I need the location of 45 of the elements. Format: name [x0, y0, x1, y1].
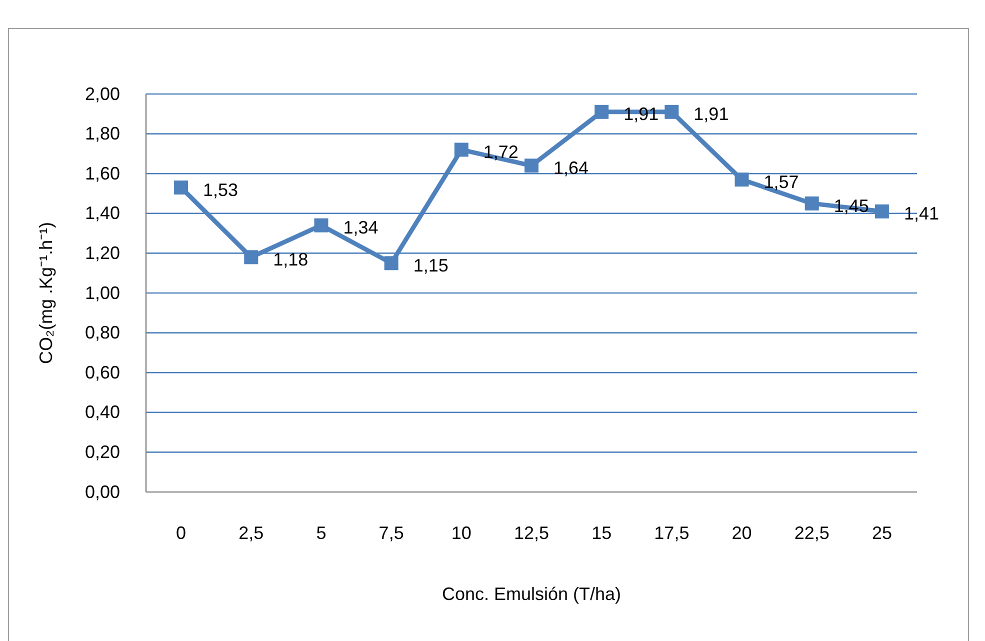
- x-axis-title: Conc. Emulsión (T/ha): [442, 584, 622, 604]
- x-tick-label: 5: [316, 522, 326, 543]
- point: [244, 250, 258, 264]
- y-tick-label: 0,60: [84, 362, 120, 382]
- data-label: 1,53: [203, 180, 238, 200]
- data-label: 1,18: [273, 249, 308, 270]
- x-tick-label: 2,5: [238, 522, 264, 543]
- x-tick-label: 0: [176, 522, 186, 543]
- point: [314, 218, 328, 232]
- y-tick-label: 0,00: [84, 482, 120, 502]
- y-tick-label: 1,40: [84, 203, 120, 224]
- x-tick-label: 20: [732, 522, 752, 543]
- data-label: 1,41: [904, 204, 939, 224]
- point: [874, 204, 889, 218]
- data-label: 1,72: [483, 142, 518, 162]
- data-label: 1,91: [694, 104, 729, 124]
- x-tick-label: 17,5: [654, 522, 690, 543]
- y-tick-label: 0,40: [84, 402, 120, 422]
- y-tick-label: 1,60: [84, 163, 120, 184]
- x-tick-label: 12,5: [514, 522, 550, 543]
- data-label: 1,57: [764, 172, 799, 192]
- point: [174, 180, 188, 195]
- y-axis-title: CO₂(mg .Kg⁻¹.h⁻¹): [36, 222, 56, 364]
- y-tick-label: 0,20: [84, 442, 120, 462]
- point: [664, 104, 679, 119]
- data-label: 1,45: [834, 196, 869, 216]
- x-tick-label: 15: [592, 522, 612, 543]
- x-tick-label: 10: [451, 522, 472, 543]
- data-label: 1,34: [343, 218, 378, 238]
- point: [804, 196, 819, 210]
- y-tick-label: 1,20: [84, 242, 120, 263]
- point: [734, 172, 749, 187]
- x-tick-label: 22,5: [794, 522, 830, 543]
- data-label: 1,64: [554, 158, 589, 178]
- point: [454, 142, 468, 157]
- x-tick-label: 25: [872, 522, 892, 543]
- y-tick-label: 1,80: [84, 124, 120, 144]
- point: [524, 158, 538, 173]
- x-tick-label: 7,5: [378, 522, 404, 543]
- y-tick-label: 0,80: [84, 322, 120, 343]
- point: [594, 104, 609, 119]
- data-label: 1,15: [413, 255, 448, 276]
- y-tick-label: 1,00: [84, 282, 120, 303]
- y-tick-label: 2,00: [84, 84, 120, 104]
- point: [384, 256, 398, 270]
